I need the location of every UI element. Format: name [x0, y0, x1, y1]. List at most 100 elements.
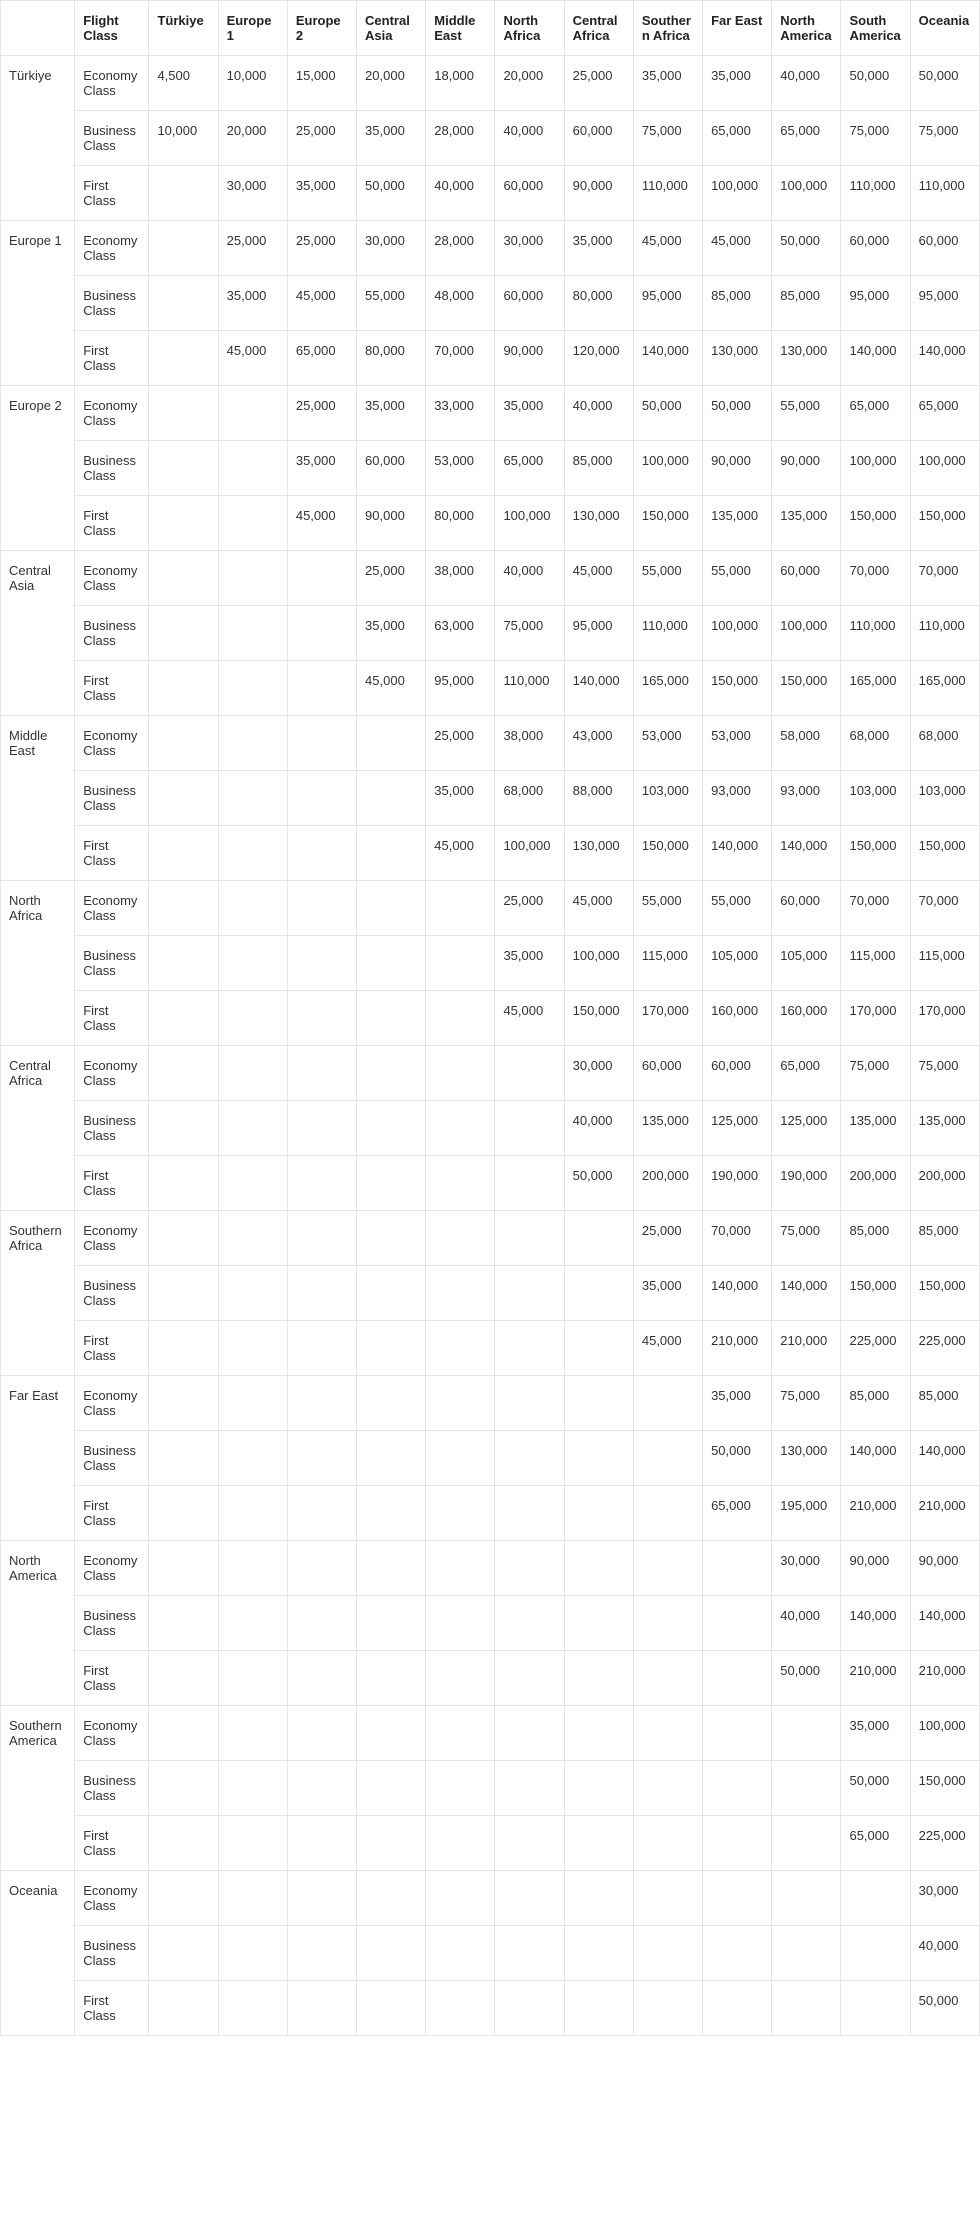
value-cell	[426, 1376, 495, 1431]
flight-class-cell: Economy Class	[75, 1541, 149, 1596]
flight-class-cell: Economy Class	[75, 386, 149, 441]
flight-class-cell: Business Class	[75, 1431, 149, 1486]
value-cell: 210,000	[703, 1321, 772, 1376]
value-cell: 115,000	[910, 936, 979, 991]
value-cell	[287, 661, 356, 716]
value-cell	[495, 1596, 564, 1651]
table-row: Business Class35,00060,00053,00065,00085…	[1, 441, 980, 496]
value-cell: 35,000	[357, 386, 426, 441]
value-cell: 70,000	[841, 551, 910, 606]
flight-class-cell: Economy Class	[75, 1706, 149, 1761]
value-cell	[149, 166, 218, 221]
value-cell	[149, 1926, 218, 1981]
value-cell	[218, 1156, 287, 1211]
value-cell	[218, 991, 287, 1046]
flight-class-cell: First Class	[75, 1651, 149, 1706]
value-cell	[703, 1926, 772, 1981]
flight-class-cell: Business Class	[75, 936, 149, 991]
value-cell: 25,000	[287, 111, 356, 166]
value-cell	[218, 1761, 287, 1816]
table-row: First Class45,000210,000210,000225,00022…	[1, 1321, 980, 1376]
flight-class-cell: Economy Class	[75, 1871, 149, 1926]
value-cell	[495, 1376, 564, 1431]
value-cell: 140,000	[841, 1431, 910, 1486]
value-cell	[495, 1156, 564, 1211]
value-cell	[633, 1761, 702, 1816]
value-cell	[218, 716, 287, 771]
value-cell	[495, 1541, 564, 1596]
value-cell	[495, 1926, 564, 1981]
value-cell: 35,000	[495, 936, 564, 991]
value-cell: 30,000	[564, 1046, 633, 1101]
value-cell	[287, 1761, 356, 1816]
value-cell: 100,000	[703, 606, 772, 661]
value-cell: 90,000	[564, 166, 633, 221]
table-row: Europe 2Economy Class25,00035,00033,0003…	[1, 386, 980, 441]
value-cell: 35,000	[357, 111, 426, 166]
value-cell: 35,000	[357, 606, 426, 661]
value-cell	[149, 881, 218, 936]
value-cell: 150,000	[841, 1266, 910, 1321]
value-cell: 53,000	[426, 441, 495, 496]
value-cell	[149, 1596, 218, 1651]
value-cell: 135,000	[841, 1101, 910, 1156]
flight-class-cell: Business Class	[75, 1761, 149, 1816]
value-cell: 115,000	[633, 936, 702, 991]
value-cell: 150,000	[841, 826, 910, 881]
value-cell	[149, 991, 218, 1046]
value-cell: 110,000	[910, 606, 979, 661]
value-cell: 95,000	[426, 661, 495, 716]
value-cell	[426, 1706, 495, 1761]
table-row: Business Class35,00045,00055,00048,00060…	[1, 276, 980, 331]
value-cell	[149, 1541, 218, 1596]
value-cell	[633, 1706, 702, 1761]
table-row: Business Class50,000130,000140,000140,00…	[1, 1431, 980, 1486]
value-cell	[633, 1871, 702, 1926]
value-cell	[426, 1266, 495, 1321]
value-cell: 140,000	[564, 661, 633, 716]
value-cell	[633, 1816, 702, 1871]
value-cell: 100,000	[633, 441, 702, 496]
value-cell	[426, 1431, 495, 1486]
value-cell	[218, 1816, 287, 1871]
value-cell	[218, 1486, 287, 1541]
value-cell	[218, 1926, 287, 1981]
col-header	[1, 1, 75, 56]
value-cell	[218, 606, 287, 661]
value-cell: 110,000	[633, 606, 702, 661]
value-cell: 105,000	[772, 936, 841, 991]
value-cell: 130,000	[703, 331, 772, 386]
value-cell	[495, 1431, 564, 1486]
value-cell	[564, 1376, 633, 1431]
value-cell	[495, 1651, 564, 1706]
region-cell: Oceania	[1, 1871, 75, 2036]
value-cell: 35,000	[287, 166, 356, 221]
value-cell: 115,000	[841, 936, 910, 991]
value-cell: 95,000	[633, 276, 702, 331]
value-cell: 103,000	[910, 771, 979, 826]
col-header: Far East	[703, 1, 772, 56]
region-cell: Southern Africa	[1, 1211, 75, 1376]
value-cell	[357, 1871, 426, 1926]
region-cell: Far East	[1, 1376, 75, 1541]
value-cell	[564, 1761, 633, 1816]
value-cell	[218, 1706, 287, 1761]
value-cell	[149, 826, 218, 881]
value-cell: 50,000	[841, 1761, 910, 1816]
flight-class-cell: Economy Class	[75, 551, 149, 606]
col-header: Middle East	[426, 1, 495, 56]
value-cell	[149, 1156, 218, 1211]
value-cell: 170,000	[633, 991, 702, 1046]
flight-class-cell: First Class	[75, 1981, 149, 2036]
value-cell	[218, 551, 287, 606]
table-row: First Class65,000225,000	[1, 1816, 980, 1871]
flight-class-cell: Business Class	[75, 606, 149, 661]
value-cell: 210,000	[841, 1486, 910, 1541]
value-cell	[357, 826, 426, 881]
value-cell: 40,000	[495, 551, 564, 606]
value-cell: 110,000	[910, 166, 979, 221]
value-cell: 130,000	[772, 331, 841, 386]
table-row: Southern AmericaEconomy Class35,000100,0…	[1, 1706, 980, 1761]
value-cell	[287, 936, 356, 991]
value-cell	[564, 1596, 633, 1651]
